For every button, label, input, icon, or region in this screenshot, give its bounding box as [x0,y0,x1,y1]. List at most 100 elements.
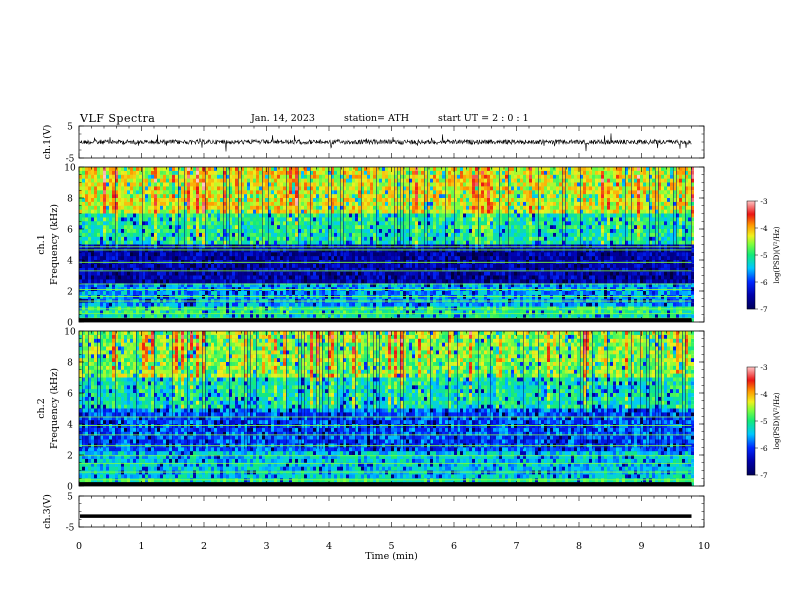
ch1-spec-cell [337,205,340,210]
ch1-spec-cell [412,201,415,206]
ch1-spec-cell [343,205,346,210]
ch1-spec-cell [253,213,256,218]
ch1-spec-cell [316,201,319,206]
ch1-spec-cell [286,291,289,295]
ch1-spec-cell [379,252,382,257]
ch1-spec-cell [307,217,310,222]
ch1-spec-cell [154,229,157,233]
ch1-spec-cell [256,205,259,210]
ch1-spec-cell [310,194,313,198]
ch1-spec-cell [163,229,166,233]
ch1-spec-cell [214,229,217,233]
ch1-spec-cell [301,217,304,222]
ch1-spec-cell [301,186,304,191]
ch1-spec-cell [370,271,373,276]
ch1-spec-cell [313,267,316,272]
ch1-spec-cell [232,267,235,272]
ch1-spec-cell [289,302,292,307]
ch1-spec-cell [424,263,427,268]
ch1-spec-cell [385,302,388,307]
ch1-spec-cell [319,182,322,187]
ch1-spec-cell [154,314,157,319]
ch1-spec-cell [322,252,325,257]
ch1-spec-cell [334,314,337,319]
ch1-spec-cell [211,221,214,226]
ch1-spec-cell [424,186,427,191]
ch1-spec-cell [226,225,229,229]
ch1-spec-cell [250,283,253,288]
ch1-spec-cell [352,221,355,226]
ch1-spec-cell [274,190,277,195]
ch1-spec-cell [217,194,220,198]
ch1-spec-cell [103,240,106,245]
ch1-spec-cell [259,190,262,195]
ch1-spec-cell [220,170,223,175]
ch1-spec-cell [352,167,355,171]
ch1-spec-cell [346,256,349,260]
ch1-spec-cell [229,178,232,183]
ch1-spec-cell [397,236,400,241]
ch1-spec-cell [424,225,427,229]
ch1-spec-cell [268,302,271,307]
ch1-spec-cell [307,178,310,183]
ch1-spec-cell [271,205,274,210]
ch1-spec-cell [409,283,412,288]
ch1-spec-cell [244,240,247,245]
ch1-spec-cell [385,271,388,276]
ch1-spec-cell [79,275,82,280]
ch1-spec-cell [352,314,355,319]
ch1-spec-striation [205,167,206,285]
ch1-spec-cell [382,194,385,198]
ch1-spec-cell [100,236,103,241]
ch1-spec-cell [211,213,214,218]
ch1-spec-cell [295,221,298,226]
ch1-spec-cell [199,252,202,257]
ch1-spec-cell [175,302,178,307]
ch1-spec-cell [124,225,127,229]
ch1-spec-cell [346,167,349,171]
ch1-spec-cell [145,182,148,187]
ch1-spec-cell [136,291,139,295]
ch1-spec-cell [82,209,85,214]
ch1-spec-cell [286,170,289,175]
ch1-spec-cell [322,174,325,179]
ch1-spec-cell [262,201,265,206]
ch1-spec-cell [154,174,157,179]
ch1-spec-cell [163,217,166,222]
ch1-spec-cell [385,201,388,206]
ch1-spec-cell [157,194,160,198]
ch1-spec-cell [109,232,112,237]
ch1-spec-cell [229,205,232,210]
ch1-spec-cell [193,252,196,257]
ch1-spec-cell [232,302,235,307]
ch1-spec-cell [256,194,259,198]
ch1-spec-cell [94,283,97,288]
ch1-spec-cell [427,225,430,229]
ch1-spec-cell [193,279,196,284]
ch1-spec-cell [244,310,247,315]
ch1-spec-cell [268,174,271,179]
ch1-spec-cell [358,263,361,268]
ch1-spec-cell [100,252,103,257]
ch1-spec-cell [355,291,358,295]
ch1-spec-cell [139,256,142,260]
ch1-spec-cell [151,217,154,222]
ch1-spec-cell [310,167,313,171]
ch1-spec-cell [97,279,100,284]
ch1-spec-cell [238,209,241,214]
ch1-spec-cell [232,275,235,280]
ch1-spec-cell [112,198,115,202]
ch1-spec-cell [310,236,313,241]
ch1-spec-cell [124,201,127,206]
ch1-spec-cell [214,198,217,202]
ch1-spec-cell [391,178,394,183]
ch1-spec-cell [133,190,136,195]
ch1-spec-cell [409,275,412,280]
ch1-spec-cell [163,182,166,187]
ch1-spec-cell [148,201,151,206]
ch1-spec-cell [382,178,385,183]
ch1-spec-cell [130,167,133,171]
ch1-spec-cell [355,167,358,171]
ch1-spec-cell [430,221,433,226]
ch1-spec-cell [310,271,313,276]
